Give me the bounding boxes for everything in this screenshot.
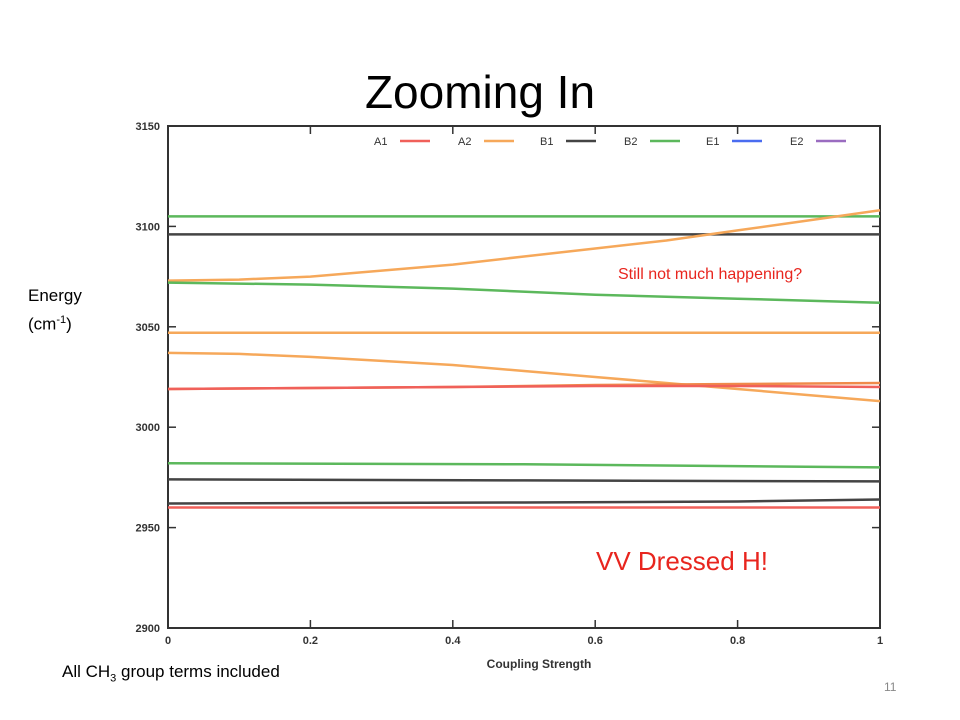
y-axis-label: Energy (cm-1) [28, 284, 82, 337]
series-line [167, 498, 881, 505]
footer-sub: 3 [110, 672, 117, 685]
x-tick-label: 0.6 [588, 635, 603, 647]
y-tick-label: 3050 [136, 322, 160, 334]
unit-pre: (cm [28, 314, 57, 334]
annotation-still-not-much: Still not much happening? [618, 266, 803, 283]
x-tick-label: 0.2 [303, 635, 318, 647]
y-tick-label: 2950 [136, 523, 160, 535]
page-number: 11 [884, 680, 897, 694]
legend-label: E1 [706, 136, 719, 148]
unit-post: ) [66, 314, 72, 334]
legend-label: A2 [458, 136, 471, 148]
footer-post: group terms included [116, 662, 280, 681]
series-line [167, 281, 881, 304]
series-line [167, 462, 881, 469]
series-line [167, 384, 881, 391]
x-axis-label: Coupling Strength [487, 657, 592, 671]
y-tick-label: 3000 [136, 422, 160, 434]
series-line [167, 351, 881, 403]
unit-sup: -1 [56, 314, 67, 326]
y-tick-label: 3150 [136, 121, 160, 133]
y-tick-label: 2900 [136, 623, 160, 635]
x-tick-label: 0.8 [730, 635, 745, 647]
y-axis-label-word: Energy [28, 286, 82, 305]
y-tick-label: 3100 [136, 221, 160, 233]
footer-note: All CH3 group terms included [62, 662, 280, 684]
x-tick-label: 0 [165, 635, 171, 647]
plot-frame [167, 125, 881, 629]
footer-pre: All CH [62, 662, 111, 681]
annotation-vv-dressed: VV Dressed H! [596, 546, 768, 576]
x-tick-label: 0.4 [445, 635, 461, 647]
legend-label: B2 [624, 136, 637, 148]
slide-title: Zooming In [364, 66, 596, 118]
x-tick-label: 1 [877, 635, 883, 647]
y-axis-label-unit: (cm-1) [28, 308, 82, 337]
legend-label: A1 [374, 136, 387, 148]
series-line [167, 478, 881, 483]
legend-label: E2 [790, 136, 803, 148]
legend-label: B1 [540, 136, 553, 148]
series-line [167, 209, 881, 282]
